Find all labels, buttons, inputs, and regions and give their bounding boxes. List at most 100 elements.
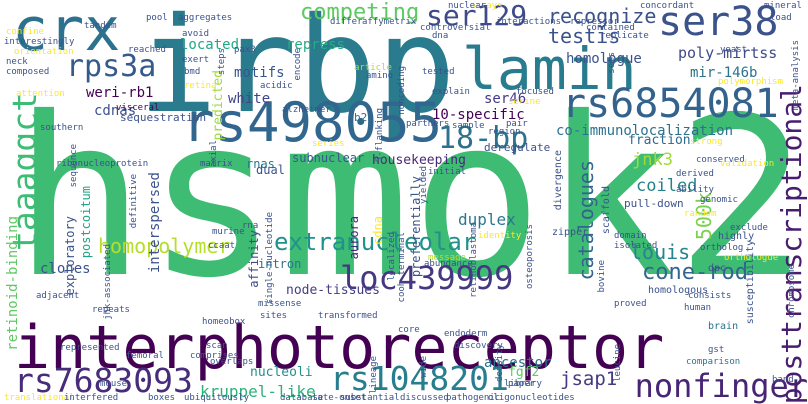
cloud-word: orientation (14, 47, 74, 57)
cloud-word: located (180, 37, 240, 53)
cloud-word: repress (286, 37, 346, 53)
cloud-word: homologous (648, 285, 709, 296)
cloud-word: ser38 (658, 0, 779, 45)
cloud-word: intron (258, 257, 302, 271)
cloud-word: derived (676, 169, 714, 179)
cloud-word: band (772, 375, 794, 385)
cloud-word: exert (182, 55, 210, 65)
cloud-word: femoral (126, 351, 164, 361)
cloud-word: scan (206, 341, 228, 351)
cloud-word: noncoding (397, 66, 407, 115)
cloud-word: dpc (708, 263, 727, 274)
cloud-word: interphotoreceptor (14, 313, 665, 383)
cloud-word: tandem (84, 21, 117, 31)
cloud-word: sets (607, 52, 617, 74)
cloud-word: transformed (318, 311, 378, 321)
cloud-word: white (228, 91, 271, 107)
cloud-word: series (312, 139, 345, 149)
cloud-word: hsmok2 (13, 70, 808, 326)
cloud-word: sequestration (120, 111, 207, 124)
cloud-word: homeobox (202, 317, 246, 327)
cloud-word: comparison (686, 357, 741, 367)
cloud-word: aurora (347, 216, 361, 260)
cloud-word: amino (366, 71, 394, 81)
cloud-word: homologue (566, 51, 642, 67)
cloud-word: deregulate (484, 141, 551, 154)
cloud-word: load (770, 13, 792, 23)
cloud-word: library (504, 379, 542, 389)
cloud-word: extranucleolar (274, 228, 477, 256)
cloud-word: cooh-terminal (397, 232, 407, 303)
cloud-word: explain (432, 87, 470, 97)
cloud-word: wide (419, 356, 429, 378)
cloud-word: pathogenic (446, 393, 501, 403)
cloud-word: consists (688, 291, 732, 301)
cloud-word: poly-mirtss (678, 44, 778, 62)
cloud-word: chromosome (787, 264, 797, 319)
cloud-word: fraction (628, 133, 691, 148)
cloud-word: leucine (613, 344, 623, 382)
cloud-word: retina (184, 81, 217, 91)
cloud-word: ubiquitously (184, 393, 250, 403)
cloud-word: affymetrix (362, 17, 417, 27)
cloud-word: ortholog (700, 243, 744, 253)
cloud-word: avoid (182, 29, 210, 39)
cloud-word: differ (330, 17, 363, 27)
cloud-word: human (684, 303, 712, 313)
cloud-word: ribonucleoprotein (56, 159, 149, 169)
cloud-word: strong (690, 137, 723, 147)
cloud-word: discussed (400, 393, 449, 403)
cloud-word: database (280, 393, 324, 403)
cloud-word: node-tissues (286, 283, 380, 298)
cloud-word: proved (614, 299, 647, 309)
cloud-word: concordant (640, 1, 695, 11)
cloud-word: louis (630, 240, 691, 264)
cloud-word: ancestor (484, 355, 552, 371)
cloud-word: scaffold (601, 186, 612, 235)
cloud-word: gst (708, 345, 725, 355)
cloud-word: southern (40, 123, 84, 133)
cloud-word: zipper (552, 227, 589, 238)
cloud-word: sites (260, 311, 288, 321)
cloud-word: jnk3 (632, 150, 673, 170)
cloud-word: catalogues (574, 160, 598, 281)
cloud-word: sample (452, 121, 485, 131)
cloud-word: aggregates (178, 13, 233, 23)
cloud-word: murine (212, 227, 245, 237)
cloud-word: matrix (200, 159, 233, 169)
cloud-word: orthologue (724, 253, 779, 263)
cloud-word: lamin (462, 35, 637, 103)
cloud-word: divergence (553, 150, 564, 211)
cloud-word: kruppel-like (200, 382, 316, 401)
cloud-word: ability (676, 185, 714, 195)
cloud-word: exclude (730, 223, 768, 233)
cloud-word: crx (12, 0, 121, 65)
cloud-word: substantial (340, 393, 400, 403)
cloud-word: mir-146b (690, 65, 758, 81)
cloud-word: homopolymer (98, 234, 231, 258)
cloud-word: brain (708, 321, 739, 332)
cloud-word: region (488, 127, 521, 137)
cloud-word: fgf2 (508, 365, 540, 380)
cloud-word: motifs (234, 65, 285, 81)
cloud-word: ser129 (426, 0, 528, 32)
cloud-word: duplex (458, 210, 516, 229)
cloud-word: contained (586, 23, 635, 33)
cloud-word: localized (387, 232, 397, 281)
cloud-word: ser46 (484, 91, 527, 107)
cloud-word: article (354, 63, 392, 73)
cloud-word: coiled (636, 176, 698, 196)
cloud-word: highly (718, 231, 755, 242)
cloud-word: interactions (496, 17, 562, 27)
cloud-word: cdnas (94, 103, 137, 119)
cloud-word: serine (508, 97, 541, 107)
cloud-word: nucleoli (250, 365, 313, 380)
cloud-word: testis (548, 24, 621, 48)
cloud-word: late-onset (312, 393, 367, 403)
cloud-word: abundance (424, 259, 473, 269)
cloud-word: endoderm (444, 329, 488, 339)
cloud-word: interfered (64, 393, 119, 403)
cloud-word: rs1048201 (330, 359, 509, 398)
cloud-word: postcoitum (79, 186, 93, 259)
